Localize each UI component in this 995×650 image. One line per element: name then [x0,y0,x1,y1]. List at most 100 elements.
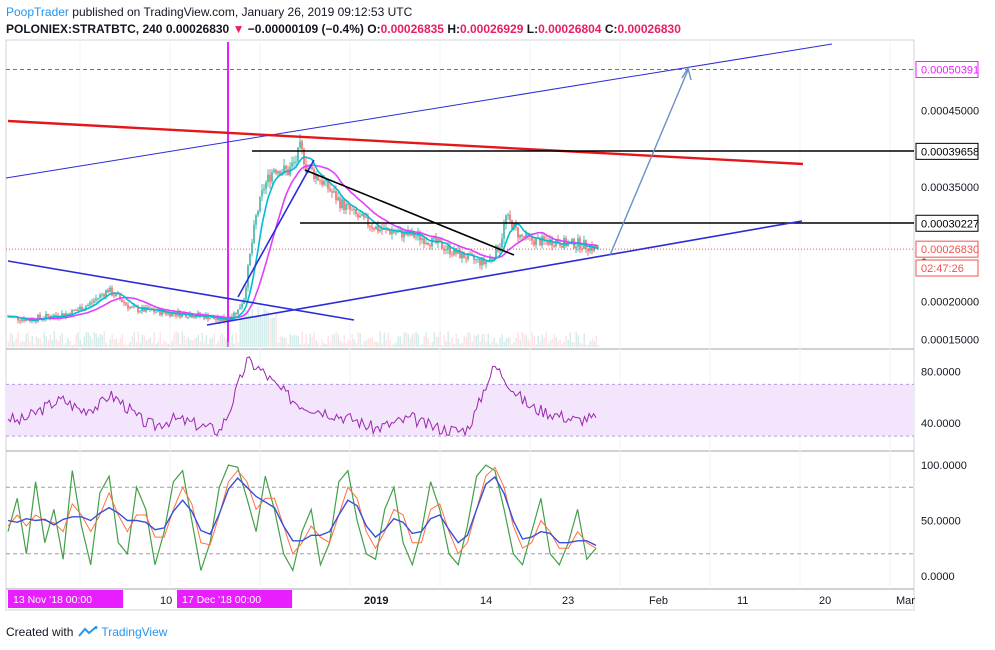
price-label-box [915,61,979,79]
volume-bar [69,340,71,347]
candle-body [293,161,295,163]
candle-body [325,179,327,181]
time-label-tag: 17 Dec '18 00:00 [177,590,293,608]
stoch-tick-label: 50.0000 [921,516,961,528]
author-name[interactable]: PoopTrader [6,5,69,19]
candle-body [45,313,47,319]
candle-body [443,248,445,251]
volume-bar [515,337,517,347]
price-label-box [915,240,979,258]
volume-bar [329,342,331,347]
ohlc-line: POLONIEX:STRATBTC, 240 0.00026830 ▼ −0.0… [6,22,681,36]
volume-bar [293,334,295,347]
price-axis[interactable]: 0.00045000 0.00035000 0.00020000 0.00015000… [915,61,979,583]
volume-bar [183,335,185,347]
volume-bar [575,331,577,347]
candle-body [255,215,257,225]
volume-bar [591,338,593,347]
volume-bar [533,336,535,347]
volume-bar [71,344,73,347]
candle-body [269,174,271,182]
volume-bar [347,339,349,347]
candle-body [247,265,249,288]
candle-body [101,294,103,296]
volume-bar [239,319,241,347]
rsi-pane [6,356,914,437]
volume-bar [19,342,21,347]
candle-body [29,320,31,322]
volume-bar [251,309,253,347]
candle-body [357,214,359,218]
tradingview-brand[interactable]: TradingView [101,625,168,639]
candle-body [209,317,211,320]
volume-bar [185,340,187,347]
time-axis[interactable]: 13 Nov '18 00:00 10 17 Dec '18 00:00 2019 14… [8,590,915,608]
volume-bar [187,337,189,347]
candle-body [507,214,509,216]
volume-bar [501,334,503,347]
volume-bar [263,308,265,347]
volume-bar [285,337,287,347]
volume-bar [595,335,597,347]
candle-body [591,246,593,251]
candle-body [437,238,439,243]
volume-bar [9,332,11,347]
volume-bar [229,341,231,347]
volume-bar [197,334,199,347]
volume-bar [459,344,461,347]
volume-bar [215,343,217,347]
volume-bar [425,332,427,347]
volume-bar [553,334,555,347]
candle-body [351,209,353,211]
candle-body [465,258,467,260]
volume-bar [441,344,443,347]
candle-body [271,172,273,182]
candle-body [93,300,95,303]
price-label-text: 0.00030227 [921,218,979,230]
candle-body [189,314,191,318]
volume-bar [153,332,155,347]
volume-bar [143,335,145,347]
volume-bar [475,335,477,347]
candle-body [403,231,405,238]
volume-bar [375,342,377,347]
volume-bar [175,331,177,347]
candle-body [509,214,511,221]
high-label: H: [447,22,460,36]
volume-bar [549,340,551,347]
volume-bar [39,338,41,347]
stoch-d-line [7,466,597,555]
candle-body [347,203,349,205]
candle-body [89,302,91,305]
volume-bar [489,344,491,347]
candle-body [181,312,183,317]
volume-bar [77,331,79,347]
candle-body [395,232,397,234]
volume-bar [571,342,573,347]
volume-bar [115,339,117,347]
volume-bar [343,335,345,347]
candle-body [275,169,277,174]
volume-bar [295,335,297,347]
candle-body [317,174,319,181]
volume-bar [367,338,369,347]
volume-bar [299,344,301,347]
symbol-label[interactable]: POLONIEX:STRATBTC, 240 [6,22,163,36]
volume-bar [267,311,269,347]
volume-bar [193,339,195,347]
volume-bar [387,332,389,347]
volume-bar [445,341,447,347]
candle-body [389,230,391,235]
volume-bar [573,342,575,347]
candle-body [77,309,79,311]
candle-body [469,253,471,255]
volume-bar [111,334,113,347]
candle-body [557,240,559,244]
candle-body [489,257,491,261]
candle-body [433,237,435,239]
price-label-box [915,142,979,160]
candle-body [71,309,73,316]
candle-body [349,204,351,210]
volume-bar [537,336,539,347]
